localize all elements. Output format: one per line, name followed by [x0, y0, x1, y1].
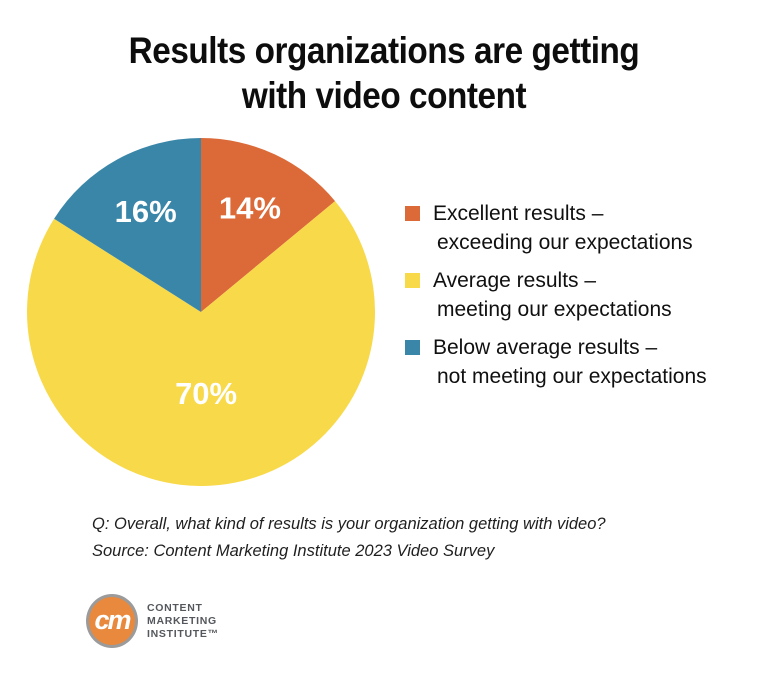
- pie-slice-label-2: 16%: [115, 194, 177, 229]
- legend-label-line: Excellent results –: [433, 202, 604, 225]
- footnote-question: Q: Overall, what kind of results is your…: [92, 515, 606, 533]
- pie-chart: 14% 70% 16%: [27, 138, 376, 487]
- legend-label-excellent: Excellent results – exceeding our expect…: [433, 199, 693, 257]
- cmi-logo-icon: cm: [86, 594, 138, 648]
- legend-label-line: meeting our expectations: [437, 298, 672, 321]
- legend-label-average: Average results – meeting our expectatio…: [433, 266, 672, 324]
- legend-swatch-excellent: [405, 206, 420, 221]
- footnote: Q: Overall, what kind of results is your…: [92, 511, 606, 565]
- pie-slice-2: [54, 138, 202, 312]
- chart-title-line-1: Results organizations are getting: [128, 30, 640, 71]
- cmi-logo-wordmark-line: CONTENT: [147, 601, 203, 614]
- footnote-source: Source: Content Marketing Institute 2023…: [92, 542, 495, 560]
- legend-label-below-average: Below average results – not meeting our …: [433, 333, 707, 391]
- legend-label-line: Average results –: [433, 269, 597, 292]
- legend: Excellent results – exceeding our expect…: [405, 199, 745, 400]
- legend-item-excellent: Excellent results – exceeding our expect…: [405, 199, 745, 257]
- pie-slice-1: [27, 201, 376, 487]
- cmi-logo-wordmark-line: INSTITUTE™: [147, 627, 219, 640]
- pie-chart-container: 14% 70% 16%: [27, 138, 376, 487]
- cmi-logo: cm CONTENT MARKETING INSTITUTE™: [86, 594, 219, 648]
- legend-swatch-average: [405, 273, 420, 288]
- legend-item-below-average: Below average results – not meeting our …: [405, 333, 745, 391]
- legend-item-average: Average results – meeting our expectatio…: [405, 266, 745, 324]
- chart-title: Results organizations are getting with v…: [38, 28, 729, 118]
- chart-title-line-2: with video content: [241, 75, 527, 116]
- cmi-logo-wordmark: CONTENT MARKETING INSTITUTE™: [147, 602, 219, 641]
- pie-slice-0: [201, 138, 336, 312]
- legend-label-line: not meeting our expectations: [437, 365, 707, 388]
- legend-label-line: Below average results –: [433, 336, 658, 359]
- pie-slice-label-1: 70%: [175, 376, 237, 411]
- cmi-logo-wordmark-line: MARKETING: [147, 614, 217, 627]
- legend-swatch-below-average: [405, 340, 420, 355]
- legend-label-line: exceeding our expectations: [437, 231, 693, 254]
- pie-slice-label-0: 14%: [219, 191, 281, 226]
